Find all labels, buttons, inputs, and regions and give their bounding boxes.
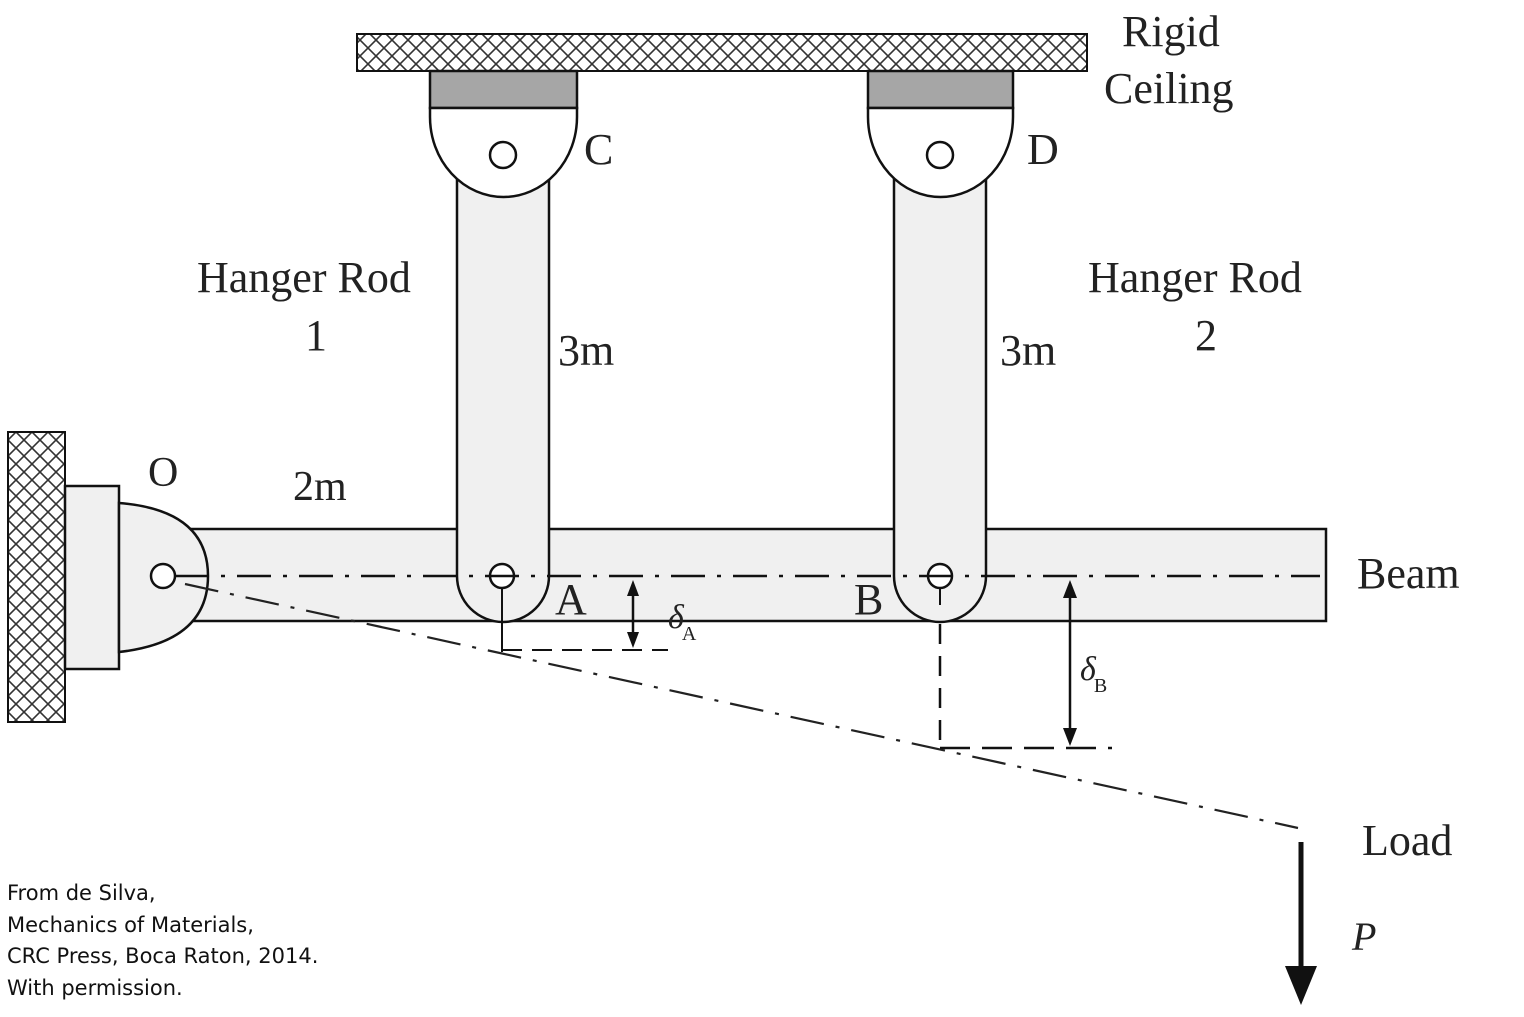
- delta-a-arrowhead-down: [627, 632, 639, 648]
- ceiling-label-line2: Ceiling: [1104, 64, 1234, 113]
- hanger-rod-2: [892, 138, 988, 624]
- credit-line: CRC Press, Boca Raton, 2014.: [7, 944, 319, 968]
- deflected-centerline: [184, 582, 1299, 830]
- credit-text: From de Silva, Mechanics of Materials, C…: [7, 878, 318, 1004]
- beam-oa-length-label: 2m: [293, 464, 347, 510]
- rod1-label-line2: 1: [305, 311, 327, 360]
- ceiling-label-line1: Rigid: [1122, 7, 1220, 56]
- hanger-rod-1: [455, 138, 551, 624]
- point-o-label: O: [148, 450, 178, 496]
- load-symbol-label: P: [1351, 914, 1376, 959]
- rigid-ceiling: [356, 33, 1088, 72]
- delta-a-arrowhead-up: [627, 580, 639, 596]
- delta-b-arrowhead-up: [1063, 580, 1077, 598]
- pin-c: [488, 140, 518, 170]
- bracket-c-plate: [428, 69, 579, 110]
- credit-line: With permission.: [7, 975, 183, 1000]
- rod2-length-label: 3m: [1000, 326, 1056, 375]
- load-label: Load: [1362, 816, 1452, 865]
- rod2-label-line2: 2: [1195, 311, 1217, 360]
- delta-a-label: δA: [668, 599, 697, 645]
- credit-line: From de Silva,: [7, 881, 156, 905]
- point-a-label: A: [555, 575, 587, 624]
- beam-label: Beam: [1357, 549, 1460, 598]
- delta-b-label: δB: [1080, 651, 1107, 697]
- wall-mount-plate: [63, 484, 121, 671]
- load-arrowhead: [1285, 966, 1317, 1005]
- point-c-label: C: [584, 125, 613, 174]
- point-d-label: D: [1027, 125, 1059, 174]
- rod1-label-line1: Hanger Rod: [197, 253, 411, 302]
- rod2-label-line1: Hanger Rod: [1088, 253, 1302, 302]
- point-b-label: B: [854, 575, 883, 624]
- pin-o: [149, 562, 177, 590]
- bracket-d-plate: [866, 69, 1015, 110]
- wall-support: [7, 431, 66, 723]
- rod1-length-label: 3m: [558, 326, 614, 375]
- pin-d: [925, 140, 955, 170]
- credit-line: Mechanics of Materials,: [7, 912, 254, 937]
- delta-b-arrowhead-down: [1063, 728, 1077, 746]
